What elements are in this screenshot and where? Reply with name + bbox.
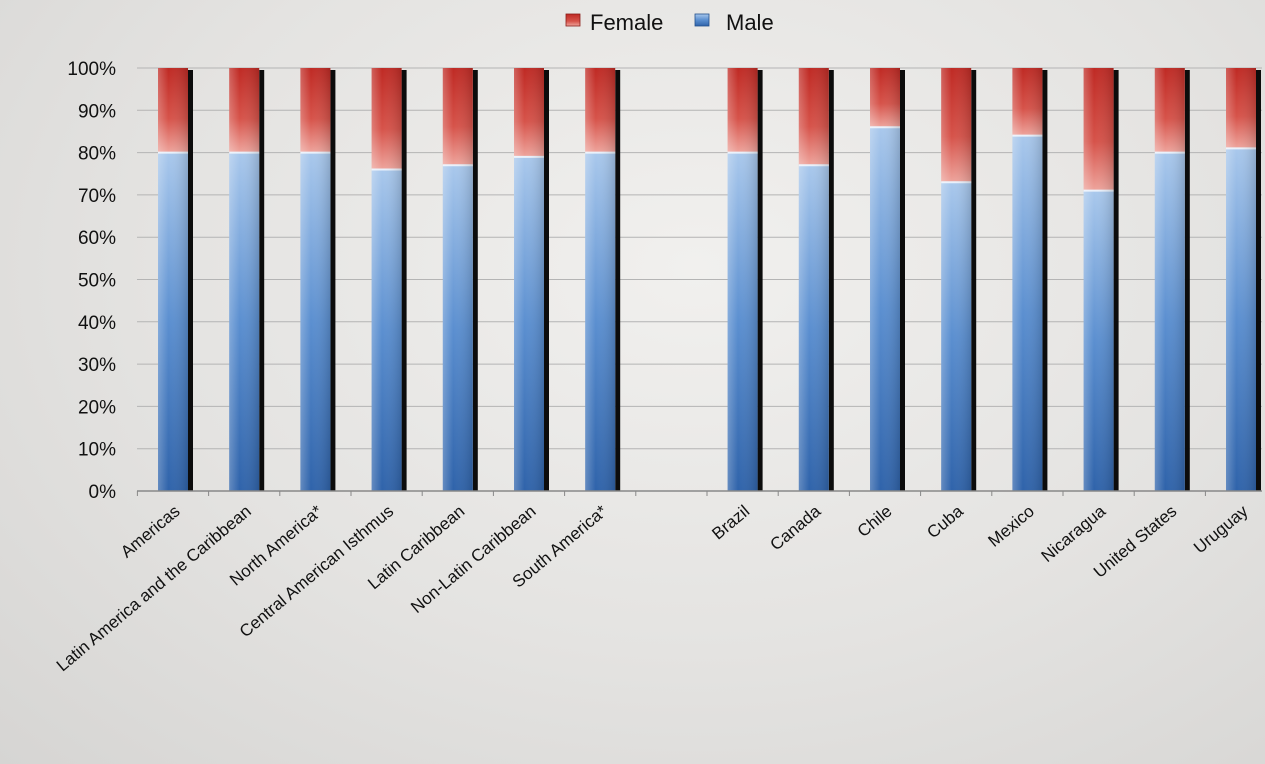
x-category-label: Brazil (708, 502, 753, 544)
bar-group (870, 68, 905, 491)
bar-group (229, 68, 264, 491)
bar-shading (443, 68, 473, 491)
bar-shading (870, 68, 900, 491)
y-tick-label: 40% (78, 313, 116, 334)
legend: Female Male (566, 10, 774, 35)
bar-group (372, 68, 407, 491)
x-category-label: Nicaragua (1038, 501, 1110, 566)
bar-group (728, 68, 763, 491)
bar-shading (799, 68, 829, 491)
bar-group (1226, 68, 1261, 491)
bar-group (1084, 68, 1119, 491)
x-category-label: Canada (767, 501, 825, 554)
bar-side-shadow (829, 70, 834, 491)
bar-shading (1012, 68, 1042, 491)
y-tick-label: 20% (78, 397, 116, 418)
y-tick-label: 100% (67, 59, 116, 80)
bar-shading (1084, 68, 1114, 491)
bar-shading (300, 68, 330, 491)
bar-shading (514, 68, 544, 491)
bar-side-shadow (615, 70, 620, 491)
bar-group (799, 68, 834, 491)
legend-label-male: Male (726, 10, 774, 35)
legend-label-female: Female (590, 10, 663, 35)
bar-shading (229, 68, 259, 491)
bar-group (300, 68, 335, 491)
bar-group (585, 68, 620, 491)
x-category-label: Uruguay (1190, 501, 1252, 557)
bar-group (1012, 68, 1047, 491)
legend-item-male: Male (695, 10, 774, 35)
bar-group (443, 68, 478, 491)
bar-group (1155, 68, 1190, 491)
bar-shading (1155, 68, 1185, 491)
y-axis-tick-labels: 0% 10% 20% 30% 40% 50% 60% 70% 80% 90% 100% (67, 59, 116, 503)
bar-side-shadow (1256, 70, 1261, 491)
bar-side-shadow (188, 70, 193, 491)
bar-side-shadow (259, 70, 264, 491)
bar-side-shadow (971, 70, 976, 491)
bar-side-shadow (544, 70, 549, 491)
y-tick-label: 90% (78, 101, 116, 122)
bar-side-shadow (900, 70, 905, 491)
bar-group (514, 68, 549, 491)
bar-shading (1226, 68, 1256, 491)
legend-swatch-male (695, 14, 709, 26)
x-axis (137, 491, 1265, 496)
legend-swatch-female (566, 14, 580, 26)
bar-side-shadow (402, 70, 407, 491)
bar-shading (728, 68, 758, 491)
bar-side-shadow (1114, 70, 1119, 491)
bar-shading (941, 68, 971, 491)
bar-side-shadow (1042, 70, 1047, 491)
y-tick-label: 80% (78, 144, 116, 165)
bar-side-shadow (758, 70, 763, 491)
legend-item-female: Female (566, 10, 663, 35)
x-category-label: Non-Latin Caribbean (407, 502, 539, 617)
x-category-label: Chile (854, 502, 896, 541)
x-category-label: Americas (117, 502, 183, 562)
y-tick-label: 30% (78, 355, 116, 376)
bar-group (941, 68, 976, 491)
bar-side-shadow (1185, 70, 1190, 491)
x-category-label: Cuba (923, 501, 967, 542)
bar-shading (372, 68, 402, 491)
y-tick-label: 50% (78, 271, 116, 292)
bar-shading (158, 68, 188, 491)
x-category-label: Mexico (984, 502, 1037, 551)
bar-group (158, 68, 193, 491)
bar-side-shadow (473, 70, 478, 491)
bar-side-shadow (330, 70, 335, 491)
bar-shading (585, 68, 615, 491)
y-tick-label: 10% (78, 440, 116, 461)
y-tick-label: 60% (78, 228, 116, 249)
y-tick-label: 0% (89, 482, 117, 503)
y-tick-label: 70% (78, 186, 116, 207)
